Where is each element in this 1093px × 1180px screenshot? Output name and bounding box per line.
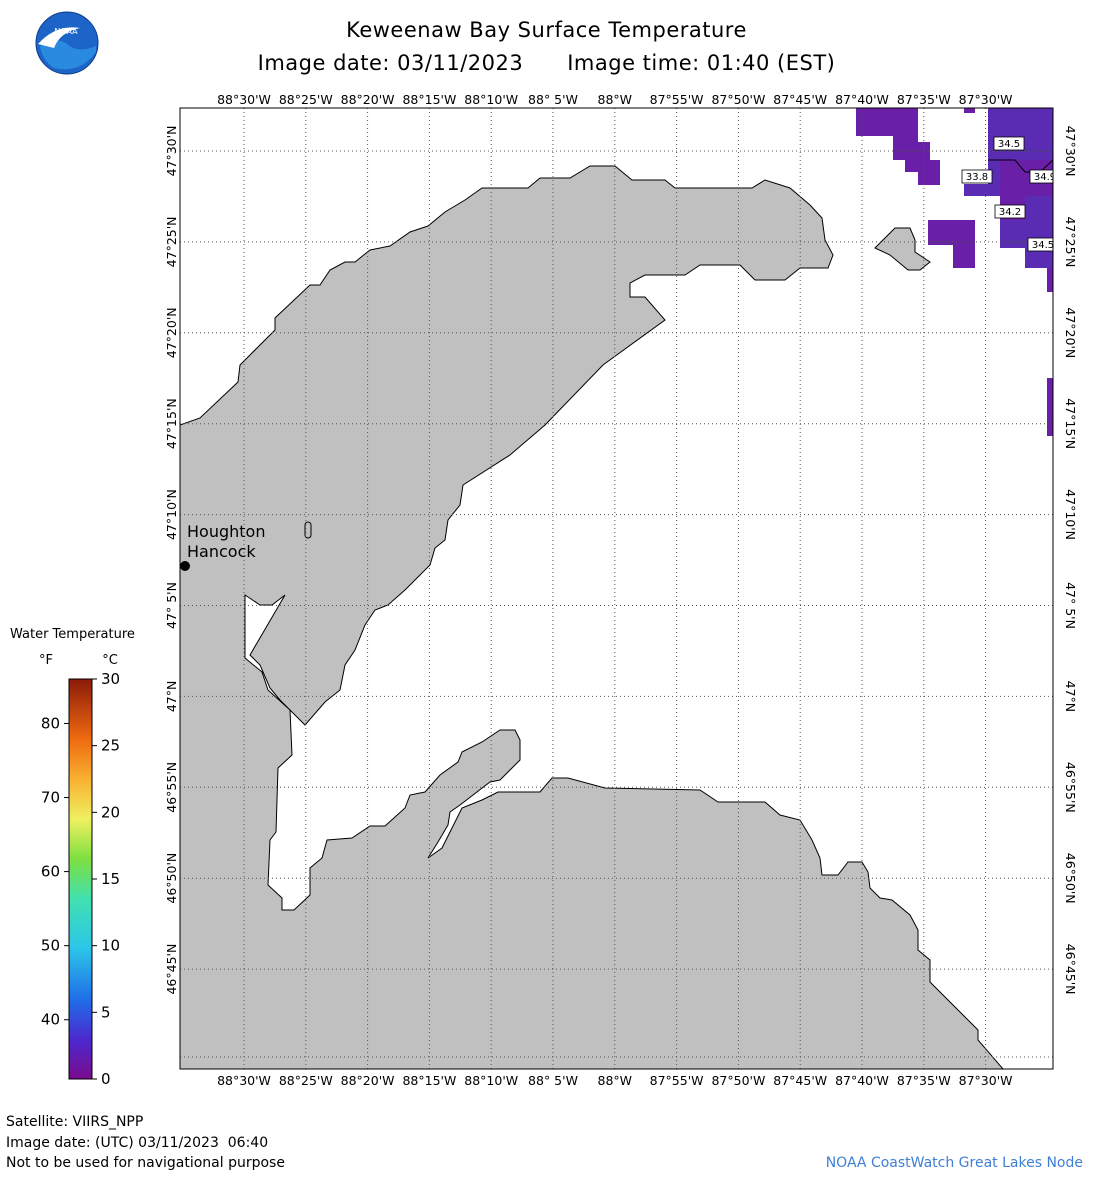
legend-celsius-tick: 10 — [101, 937, 120, 955]
latitude-label: 46°45'N — [1063, 944, 1078, 995]
longitude-label: 88°20'W — [341, 92, 395, 107]
latitude-label: 47° 5'N — [1063, 582, 1078, 629]
longitude-label: 87°35'W — [897, 1073, 951, 1088]
legend-fahrenheit-tick: 80 — [41, 714, 60, 732]
latitude-labels-right: 47°30'N 47°25'N 47°20'N 47°15'N 47°10'N 47° 5… — [1063, 126, 1078, 995]
noaa-logo-text: NOAA — [54, 27, 78, 36]
latitude-label: 47°20'N — [1063, 307, 1078, 358]
longitude-labels-top: 88°30'W 88°25'W 88°20'W 88°15'W 88°10'W 88° 5… — [217, 92, 1012, 107]
legend-fahrenheit-tick: 40 — [41, 1011, 60, 1029]
latitude-label: 47°30'N — [1063, 126, 1078, 177]
longitude-label: 87°55'W — [650, 92, 704, 107]
longitude-labels-bottom: 88°30'W 88°25'W 88°20'W 88°15'W 88°10'W 88° 5… — [217, 1073, 1012, 1088]
latitude-label: 46°55'N — [1063, 762, 1078, 813]
land-keweenaw-peninsula — [180, 165, 1004, 1069]
longitude-label: 88° 5'W — [528, 92, 578, 107]
map-border — [179, 107, 1054, 1070]
latitude-label: 47°10'N — [1063, 489, 1078, 540]
latitude-label: 46°55'N — [164, 762, 179, 813]
footer-credit: NOAA CoastWatch Great Lakes Node — [825, 1155, 1083, 1171]
legend-celsius-tick: 25 — [101, 737, 120, 755]
noaa-logo: NOAA — [35, 11, 99, 75]
longitude-label: 88° 5'W — [528, 1073, 578, 1088]
legend-celsius-tick: 0 — [101, 1070, 111, 1088]
longitude-label: 87°50'W — [711, 92, 765, 107]
image-time: Image time: 01:40 (EST) — [567, 51, 836, 75]
latitude-labels-left: 47°30'N 47°25'N 47°20'N 47°15'N 47°10'N 47° 5… — [164, 126, 179, 995]
longitude-label: 88°30'W — [217, 92, 271, 107]
legend-celsius-tick: 15 — [101, 870, 120, 888]
sst-label: 33.8 — [966, 172, 988, 183]
latitude-label: 47°25'N — [164, 216, 179, 267]
longitude-label: 87°35'W — [897, 92, 951, 107]
legend-celsius-tick: 5 — [101, 1003, 111, 1021]
sst-label: 34.9 — [1034, 172, 1056, 183]
longitude-label: 87°45'W — [773, 1073, 827, 1088]
graticule — [180, 108, 1053, 1069]
image-date: Image date: 03/11/2023 — [257, 51, 524, 75]
city-marker — [180, 561, 190, 571]
longitude-label: 87°30'W — [959, 1073, 1013, 1088]
latitude-label: 47°15'N — [1063, 398, 1078, 449]
longitude-label: 88°15'W — [402, 92, 456, 107]
legend-fahrenheit-tick: 60 — [41, 863, 60, 881]
legend-fahrenheit-tick: 70 — [41, 789, 60, 807]
latitude-label: 47°N — [1063, 681, 1078, 713]
longitude-label: 87°40'W — [835, 92, 889, 107]
sst-label: 34.2 — [999, 207, 1021, 218]
place-label-houghton: Houghton — [187, 522, 265, 541]
footer-satellite: Satellite: VIIRS_NPP — [6, 1114, 144, 1130]
place-label-hancock: Hancock — [187, 542, 256, 561]
sst-pixels — [856, 108, 1053, 436]
sst-label: 34.5 — [1032, 240, 1054, 251]
longitude-label: 88°25'W — [279, 1073, 333, 1088]
latitude-label: 47°15'N — [164, 398, 179, 449]
legend-celsius-tick: 30 — [101, 670, 120, 688]
longitude-label: 87°55'W — [650, 1073, 704, 1088]
latitude-label: 47° 5'N — [164, 582, 179, 629]
image-datetime: Image date: 03/11/2023 Image time: 01:40 … — [0, 51, 1093, 75]
legend-fahrenheit-tick: 50 — [41, 937, 60, 955]
longitude-label: 88°10'W — [464, 1073, 518, 1088]
legend-celsius-tick: 20 — [101, 803, 120, 821]
legend-unit-f: °F — [39, 653, 53, 668]
longitude-label: 88°15'W — [402, 1073, 456, 1088]
latitude-label: 47°20'N — [164, 307, 179, 358]
longitude-label: 88°20'W — [341, 1073, 395, 1088]
longitude-label: 88°30'W — [217, 1073, 271, 1088]
map-title: Keweenaw Bay Surface Temperature — [346, 18, 747, 42]
land-small-island — [874, 227, 931, 271]
latitude-label: 46°50'N — [1063, 853, 1078, 904]
latitude-label: 46°50'N — [164, 853, 179, 904]
legend-title: Water Temperature — [10, 627, 135, 642]
legend-unit-c: °C — [102, 653, 118, 668]
longitude-label: 87°50'W — [711, 1073, 765, 1088]
sst-value-labels: 34.5 33.8 34.9 34.2 34.5 — [961, 136, 1056, 252]
latitude-label: 47°N — [164, 681, 179, 713]
longitude-label: 87°30'W — [959, 92, 1013, 107]
latitude-label: 47°30'N — [164, 126, 179, 177]
latitude-label: 46°45'N — [164, 944, 179, 995]
longitude-label: 88°25'W — [279, 92, 333, 107]
longitude-label: 88°W — [598, 92, 633, 107]
longitude-label: 87°45'W — [773, 92, 827, 107]
longitude-label: 87°40'W — [835, 1073, 889, 1088]
land-tiny-island — [304, 521, 312, 539]
legend-colorbar — [68, 678, 93, 1080]
longitude-label: 88°W — [598, 1073, 633, 1088]
footer-disclaimer: Not to be used for navigational purpose — [6, 1155, 285, 1171]
latitude-label: 47°25'N — [1063, 216, 1078, 267]
longitude-label: 88°10'W — [464, 92, 518, 107]
footer-utc-date: Image date: (UTC) 03/11/2023 06:40 — [6, 1135, 269, 1151]
latitude-label: 47°10'N — [164, 489, 179, 540]
sst-label: 34.5 — [998, 139, 1020, 150]
